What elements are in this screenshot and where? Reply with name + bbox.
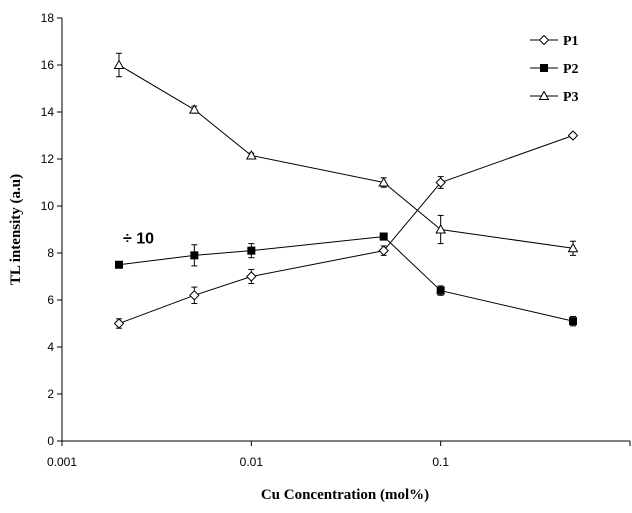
data-point-p2 [436, 286, 445, 295]
series-p2 [114, 232, 578, 327]
legend-marker-p3 [538, 90, 550, 100]
y-axis-title: TL intensity (a.u) [8, 174, 24, 285]
data-point-p2 [190, 251, 199, 260]
legend: P1 P2 P3 [530, 34, 579, 105]
data-point-p3 [245, 149, 257, 160]
series-p3 [113, 52, 579, 256]
data-point-p3 [188, 104, 200, 114]
data-point-p2 [114, 260, 123, 269]
data-point-p1 [113, 318, 125, 329]
axes: 0 2 4 6 8 10 12 14 16 18 0.001 0.01 0.1 [41, 11, 631, 469]
y-tick-label: 2 [47, 387, 54, 401]
x-tick-label: 0.001 [47, 455, 77, 469]
legend-item-p1: P1 [530, 34, 579, 49]
series-line-p3 [118, 64, 574, 249]
legend-marker-p1 [538, 34, 550, 46]
y-tick-label: 8 [47, 246, 54, 260]
x-tick-label: 0.01 [240, 455, 264, 469]
series-line-p1 [118, 135, 574, 324]
y-tick-label: 16 [41, 58, 55, 72]
legend-label-p2: P2 [563, 62, 579, 77]
data-point-p1 [246, 271, 257, 282]
data-point-p1 [567, 130, 579, 141]
series-line-p2 [118, 236, 574, 322]
series-p1 [113, 130, 579, 329]
y-tick-label: 14 [41, 105, 55, 119]
data-point-p3 [435, 223, 447, 234]
legend-marker-p2 [540, 64, 548, 72]
y-tick-label: 10 [41, 199, 55, 213]
annotation-divide-10: ÷ 10 [123, 231, 154, 248]
legend-item-p2: P2 [530, 62, 579, 77]
legend-item-p3: P3 [530, 90, 579, 105]
y-tick-label: 6 [47, 293, 54, 307]
y-tick-label: 0 [47, 434, 54, 448]
data-point-p2 [569, 317, 578, 326]
data-point-p3 [378, 176, 390, 187]
series-layer: ÷ 10 [113, 52, 579, 329]
x-tick-label: 0.1 [432, 455, 449, 469]
data-point-p1 [189, 290, 200, 301]
data-point-p2 [379, 232, 388, 241]
data-point-p3 [113, 59, 125, 69]
x-axis-title: Cu Concentration (mol%) [261, 487, 429, 503]
y-tick-label: 18 [41, 11, 55, 25]
data-point-p1 [435, 177, 446, 188]
y-tick-label: 12 [41, 152, 55, 166]
data-point-p3 [567, 242, 579, 253]
legend-label-p3: P3 [563, 90, 579, 105]
y-tick-label: 4 [47, 340, 54, 354]
data-point-p2 [247, 246, 256, 255]
data-point-p1 [378, 245, 389, 256]
legend-label-p1: P1 [563, 34, 579, 49]
